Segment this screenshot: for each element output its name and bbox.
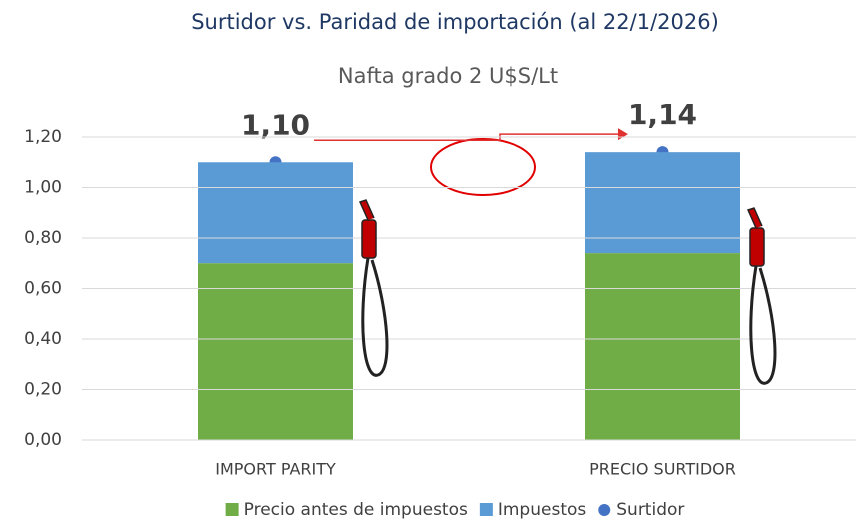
y-tick-label: 0,20 [24, 380, 62, 400]
y-tick-label: 1,00 [24, 178, 62, 198]
y-tick-label: 0,60 [24, 279, 62, 299]
bar-segment [585, 152, 740, 254]
bar-segment [198, 162, 353, 264]
chart-title: Surtidor vs. Paridad de importación (al … [191, 10, 719, 34]
legend-marker [598, 504, 611, 516]
legend: Precio antes de impuestos Impuestos Surtid… [225, 500, 684, 520]
y-tick-label: 0,80 [24, 228, 62, 248]
legend-label: Impuestos [498, 500, 587, 520]
legend-marker [225, 503, 239, 516]
legend-label: Surtidor [616, 500, 684, 520]
x-tick-label: PRECIO SURTIDOR [589, 460, 736, 479]
annotation-ellipse [430, 138, 536, 196]
bar-segment [585, 253, 740, 440]
legend-marker [479, 503, 493, 516]
pump-icon [746, 207, 777, 385]
data-label: 1,10 [241, 108, 310, 141]
data-label: 1,14 [628, 98, 697, 131]
chart-subtitle: Nafta grado 2 U$S/Lt [338, 64, 558, 88]
y-tick-label: 0,00 [24, 430, 62, 450]
y-tick-label: 1,20 [24, 127, 62, 147]
bar-segment [198, 263, 353, 440]
legend-label: Precio antes de impuestos [244, 500, 468, 520]
arrow-head [617, 128, 628, 141]
x-tick-label: IMPORT PARITY [215, 460, 336, 479]
y-tick-label: 0,40 [24, 329, 62, 349]
pump-icon [358, 199, 389, 377]
